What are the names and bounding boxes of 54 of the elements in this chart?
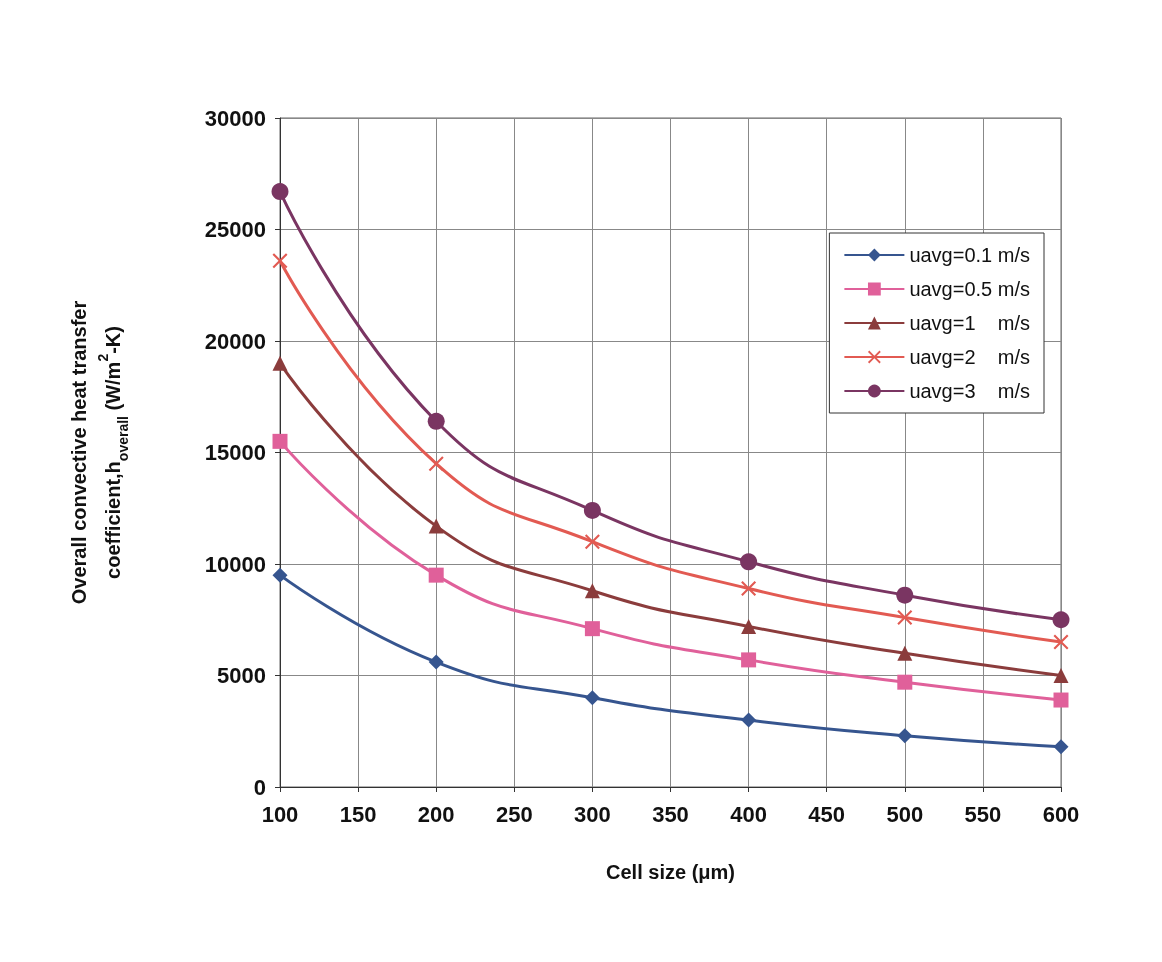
point [584,583,600,599]
point [1053,692,1069,708]
x-tick-label: 250 [495,801,533,827]
point [583,501,601,519]
point [741,581,757,597]
point [897,610,913,626]
x-tick-label: 400 [730,801,767,827]
x-tick-label: 150 [339,801,377,827]
y-tick-label: 30000 [204,105,266,131]
legend-label: uavg=1 m/s [909,312,1030,334]
point [741,652,757,668]
y-tick-label: 0 [253,774,266,800]
point [584,534,600,550]
point [272,433,288,449]
point [1053,739,1069,755]
y-tick-label: 5000 [217,663,266,688]
point [740,553,758,571]
y-tick-label: 20000 [204,328,266,354]
point [1052,611,1070,629]
x-tick-label: 100 [261,801,299,827]
point [896,586,914,604]
x-tick-label: 300 [574,801,611,827]
point [897,674,913,690]
point [272,253,288,269]
point [272,567,288,583]
y-tick-label: 10000 [204,551,266,577]
point [271,183,289,201]
x-axis-title: Cell size (μm) [606,861,735,883]
point [428,654,444,670]
legend-label: uavg=2 m/s [909,346,1030,368]
y-tick-label: 25000 [204,217,266,242]
point [584,621,600,637]
legend-label: uavg=3 m/s [909,380,1030,402]
point [428,456,444,472]
x-tick-label: 550 [964,801,1002,827]
point [428,518,444,534]
point [897,645,913,661]
point [272,355,288,371]
x-tick-label: 200 [417,801,455,827]
x-tick-label: 500 [886,801,924,827]
point [897,728,913,744]
legend-label: uavg=0.1 m/s [909,244,1030,266]
point [741,618,757,634]
x-tick-label: 600 [1042,801,1080,827]
point [428,567,444,583]
x-tick-label: 450 [808,801,846,827]
y-tick-label: 15000 [204,440,266,465]
point [741,712,757,728]
legend-label: uavg=0.5 m/s [909,278,1030,300]
point [427,412,445,430]
point [1053,634,1069,650]
point [1053,668,1069,683]
point [584,690,600,706]
x-tick-label: 350 [652,801,689,827]
